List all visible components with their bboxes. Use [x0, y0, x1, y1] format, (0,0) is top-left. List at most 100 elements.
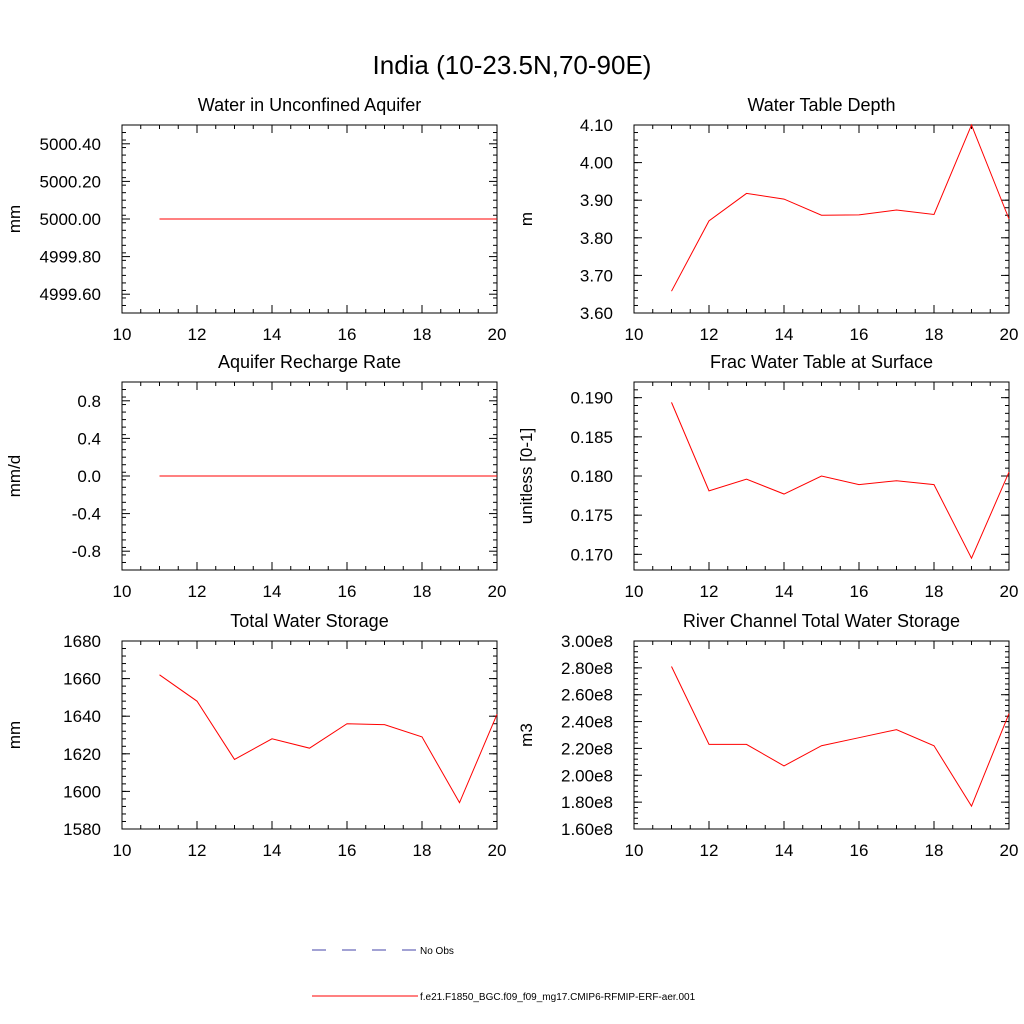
x-tick-label: 14 — [775, 582, 794, 601]
panel-3: Aquifer Recharge Rate mm/d 10 12 14 16 18 20 -0.… — [5, 352, 506, 601]
x-tick-label: 14 — [775, 325, 794, 344]
x-tick-label: 16 — [338, 841, 357, 860]
x-tick-label: 20 — [488, 325, 507, 344]
x-tick-label: 18 — [413, 582, 432, 601]
panel-title: Frac Water Table at Surface — [710, 352, 933, 372]
x-tick-label: 14 — [263, 841, 282, 860]
y-axis-label: m — [517, 212, 536, 226]
y-tick-label: 2.80e8 — [561, 659, 613, 678]
y-axis-label: mm/d — [5, 455, 24, 498]
series-line — [671, 402, 1010, 560]
y-tick-label: -0.4 — [72, 505, 101, 524]
x-tick-label: 16 — [850, 841, 869, 860]
y-tick-label: 3.60 — [580, 304, 613, 323]
x-tick-label: 16 — [850, 582, 869, 601]
y-tick-label: 3.00e8 — [561, 632, 613, 651]
y-tick-label: 4.10 — [580, 116, 613, 135]
y-tick-label: 3.90 — [580, 191, 613, 210]
legend: No Obs f.e21.F1850_BGC.f09_f09_mg17.CMIP… — [312, 946, 696, 1003]
panel-title: River Channel Total Water Storage — [683, 611, 960, 631]
x-tick-label: 12 — [188, 582, 207, 601]
series-line — [671, 666, 1010, 808]
y-tick-label: 1680 — [63, 632, 101, 651]
panel-title: Aquifer Recharge Rate — [218, 352, 401, 372]
legend-model-label: f.e21.F1850_BGC.f09_f09_mg17.CMIP6-RFMIP… — [420, 992, 696, 1003]
y-tick-label: 2.60e8 — [561, 686, 613, 705]
y-tick-label: 1600 — [63, 782, 101, 801]
x-tick-label: 20 — [1000, 325, 1019, 344]
y-tick-label: 5000.00 — [40, 210, 101, 229]
x-tick-label: 20 — [488, 841, 507, 860]
x-tick-label: 10 — [625, 841, 644, 860]
y-axis-label: unitless [0-1] — [517, 428, 536, 524]
panel-2: Water Table Depth m 10 12 14 16 18 20 3.60 3.70 3.… — [517, 95, 1018, 344]
y-tick-label: 1660 — [63, 670, 101, 689]
y-tick-label: 4999.80 — [40, 248, 101, 267]
y-tick-label: 1.60e8 — [561, 820, 613, 839]
y-tick-label: 1640 — [63, 707, 101, 726]
panel-5: Total Water Storage mm 10 12 14 16 18 20 1580 160… — [5, 611, 506, 860]
legend-obs-label: No Obs — [420, 946, 454, 957]
y-tick-label: 2.40e8 — [561, 713, 613, 732]
panel-title: Water in Unconfined Aquifer — [198, 95, 421, 115]
y-tick-label: 0.175 — [570, 506, 613, 525]
y-tick-label: 1.80e8 — [561, 793, 613, 812]
y-tick-label: 3.70 — [580, 266, 613, 285]
x-tick-label: 20 — [1000, 841, 1019, 860]
y-tick-label: 3.80 — [580, 229, 613, 248]
panel-4: Frac Water Table at Surface unitless [0-1… — [517, 352, 1018, 601]
y-tick-label: 1580 — [63, 820, 101, 839]
x-tick-label: 12 — [188, 325, 207, 344]
y-tick-label: 0.0 — [77, 467, 101, 486]
y-tick-label: 4.00 — [580, 154, 613, 173]
x-tick-label: 16 — [338, 325, 357, 344]
y-tick-label: -0.8 — [72, 542, 101, 561]
x-tick-label: 14 — [775, 841, 794, 860]
series-line — [671, 123, 1010, 292]
x-tick-label: 12 — [700, 325, 719, 344]
y-axis-label: mm — [5, 721, 24, 749]
x-tick-label: 16 — [338, 582, 357, 601]
x-tick-label: 10 — [113, 325, 132, 344]
x-tick-label: 18 — [413, 841, 432, 860]
y-tick-label: 0.190 — [570, 389, 613, 408]
panel-1: Water in Unconfined Aquifer mm 10 12 14 16 18 2… — [5, 95, 506, 344]
y-axis-label: m3 — [517, 723, 536, 747]
series-line — [159, 674, 498, 804]
y-tick-label: 0.185 — [570, 428, 613, 447]
panels: Water in Unconfined Aquifer mm 10 12 14 16 18 2… — [5, 95, 1018, 860]
y-tick-label: 5000.20 — [40, 172, 101, 191]
x-tick-label: 10 — [113, 582, 132, 601]
x-tick-label: 12 — [700, 582, 719, 601]
x-tick-label: 18 — [925, 582, 944, 601]
panel-6: River Channel Total Water Storage m3 10 12 1… — [517, 611, 1018, 860]
x-tick-label: 18 — [925, 325, 944, 344]
x-tick-label: 18 — [413, 325, 432, 344]
x-tick-label: 10 — [625, 325, 644, 344]
x-tick-label: 20 — [1000, 582, 1019, 601]
y-tick-label: 0.4 — [77, 429, 101, 448]
y-tick-label: 4999.60 — [40, 285, 101, 304]
x-tick-label: 20 — [488, 582, 507, 601]
y-tick-label: 1620 — [63, 745, 101, 764]
x-tick-label: 14 — [263, 582, 282, 601]
y-tick-label: 0.170 — [570, 545, 613, 564]
figure-title: India (10-23.5N,70-90E) — [373, 50, 652, 80]
x-tick-label: 14 — [263, 325, 282, 344]
x-tick-label: 12 — [700, 841, 719, 860]
panel-title: Water Table Depth — [747, 95, 895, 115]
plot-frame — [633, 124, 1010, 314]
y-tick-label: 0.180 — [570, 467, 613, 486]
plot-frame — [121, 640, 498, 830]
x-tick-label: 10 — [113, 841, 132, 860]
panel-title: Total Water Storage — [230, 611, 388, 631]
y-tick-label: 0.8 — [77, 392, 101, 411]
y-tick-label: 2.00e8 — [561, 766, 613, 785]
x-tick-label: 16 — [850, 325, 869, 344]
y-tick-label: 2.20e8 — [561, 739, 613, 758]
plot-frame — [633, 640, 1010, 830]
y-tick-label: 5000.40 — [40, 135, 101, 154]
x-tick-label: 10 — [625, 582, 644, 601]
